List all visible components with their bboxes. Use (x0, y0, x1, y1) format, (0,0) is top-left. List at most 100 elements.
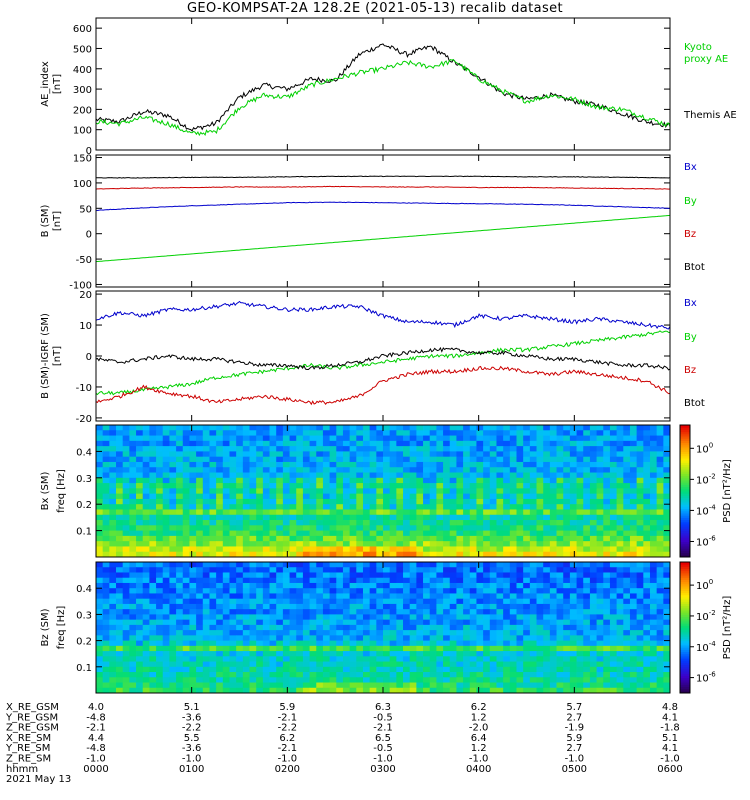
psd-cell (176, 582, 184, 589)
psd-cell (149, 530, 157, 537)
psd-cell (576, 656, 584, 662)
psd-cell (289, 635, 297, 641)
psd-cell (249, 567, 257, 573)
psd-cell (476, 624, 484, 631)
psd-cell (102, 456, 110, 463)
psd-cell (483, 425, 491, 431)
psd-cell (196, 498, 204, 505)
psd-cell (429, 577, 437, 584)
psd-cell (136, 435, 144, 442)
psd-cell (609, 430, 617, 436)
psd-cell (529, 546, 537, 553)
psd-cell (182, 677, 190, 683)
psd-cell (469, 541, 477, 547)
psd-cell (96, 483, 104, 489)
colorbar-cell (680, 618, 690, 622)
psd-cell (96, 666, 104, 673)
psd-cell (222, 588, 230, 594)
psd-cell (162, 630, 170, 636)
psd-cell (403, 504, 411, 510)
psd-cell (269, 509, 277, 516)
psd-cell (156, 430, 164, 436)
y-tick-label: 0.1 (76, 527, 92, 538)
psd-cell (643, 435, 651, 442)
psd-cell (236, 645, 244, 652)
colorbar-cell (680, 475, 690, 479)
psd-cell (289, 546, 297, 553)
psd-cell (569, 682, 577, 689)
psd-cell (342, 451, 351, 458)
psd-cell (189, 456, 197, 463)
psd-cell (256, 509, 264, 516)
psd-cell (322, 682, 330, 689)
psd-cell (496, 562, 504, 568)
psd-cell (289, 661, 297, 668)
psd-cell (222, 504, 230, 510)
psd-cell (342, 624, 351, 631)
psd-cell (282, 461, 290, 468)
psd-cell (122, 562, 130, 568)
psd-cell (436, 504, 444, 510)
psd-cell (623, 509, 631, 516)
psd-cell (169, 582, 177, 589)
psd-cell (463, 630, 471, 636)
psd-cell (656, 493, 664, 500)
psd-cell (596, 582, 604, 589)
psd-cell (443, 535, 451, 542)
psd-cell (423, 477, 431, 484)
psd-cell (516, 488, 524, 495)
psd-cell (156, 440, 164, 447)
psd-cell (489, 530, 497, 537)
psd-cell (282, 582, 290, 589)
psd-cell (216, 435, 224, 442)
psd-cell (129, 440, 137, 447)
psd-cell (369, 677, 377, 683)
psd-cell (376, 630, 384, 636)
psd-cell (556, 661, 564, 668)
psd-cell (269, 451, 277, 458)
psd-cell (423, 440, 431, 447)
psd-cell (196, 661, 204, 668)
psd-cell (383, 687, 391, 694)
psd-cell (423, 661, 431, 668)
psd-cell (583, 551, 591, 558)
psd-cell (269, 498, 277, 505)
psd-cell (116, 525, 124, 531)
psd-cell (109, 504, 117, 510)
psd-cell (236, 624, 244, 631)
psd-cell (643, 598, 651, 605)
psd-cell (469, 567, 477, 573)
psd-cell (356, 582, 364, 589)
psd-cell (423, 672, 431, 678)
psd-cell (362, 477, 371, 484)
psd-cell (96, 619, 104, 626)
psd-cell (249, 645, 257, 652)
psd-cell (369, 551, 377, 558)
psd-cell (109, 624, 117, 631)
psd-cell (443, 682, 451, 689)
psd-cell (276, 446, 284, 452)
psd-cell (523, 467, 531, 473)
psd-cell (396, 551, 404, 558)
psd-cell (483, 677, 491, 683)
psd-cell (262, 461, 270, 468)
psd-cell (576, 514, 584, 521)
psd-cell (423, 425, 431, 431)
psd-cell (636, 525, 644, 531)
psd-cell (196, 514, 204, 521)
psd-cell (563, 456, 571, 463)
psd-cell (469, 456, 477, 463)
psd-cell (216, 567, 224, 573)
psd-cell (282, 603, 290, 610)
psd-cell (196, 593, 204, 600)
psd-cell (189, 572, 197, 579)
psd-cell (383, 520, 391, 526)
psd-cell (222, 467, 230, 473)
psd-cell (309, 493, 317, 500)
psd-cell (509, 656, 517, 662)
psd-cell (429, 656, 437, 662)
psd-cell (489, 603, 497, 610)
psd-cell (569, 651, 577, 657)
ephemeris-value: -1.0 (278, 754, 298, 765)
psd-cell (629, 483, 638, 489)
